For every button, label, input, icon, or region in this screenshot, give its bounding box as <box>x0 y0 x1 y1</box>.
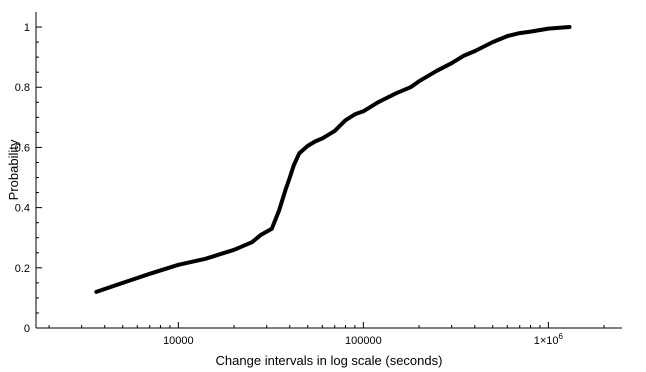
y-axis-title: Probability <box>6 139 21 200</box>
x-tick-label: 1×106 <box>534 332 564 347</box>
x-axis-title: Change intervals in log scale (seconds) <box>216 353 443 368</box>
x-axis-ticks: 10000 100000 1×106 <box>48 322 605 347</box>
y-tick-label: 0.8 <box>15 82 30 94</box>
y-tick-label: 0.4 <box>15 203 30 215</box>
x-tick-label-exponent: 6 <box>559 332 564 341</box>
y-tick-label: 1 <box>24 22 30 34</box>
y-axis-ticks: 0 0.2 0.4 0.6 0.8 1 <box>15 22 42 335</box>
x-tick-label: 100000 <box>345 335 382 347</box>
series-line-probability <box>94 25 572 294</box>
y-tick-label: 0.6 <box>15 142 30 154</box>
y-tick-label: 0.2 <box>15 263 30 275</box>
y-tick-label: 0 <box>24 323 30 335</box>
x-tick-label: 10000 <box>163 335 194 347</box>
